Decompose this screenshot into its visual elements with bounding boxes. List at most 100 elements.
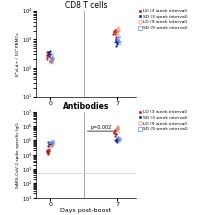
Point [48,143,51,146]
Point [51,53,54,56]
Point [115,140,118,144]
Point [46,148,49,152]
Point [113,33,116,36]
Point [118,139,121,142]
Point [115,38,118,41]
Point [113,28,116,32]
Point [114,138,117,142]
Point [116,39,120,42]
Point [114,38,117,42]
Point [49,55,52,58]
Point [112,29,116,32]
Point [113,131,116,134]
Point [47,52,50,55]
Point [115,31,118,35]
Point [50,144,53,147]
Point [114,44,117,48]
Text: p=0.002: p=0.002 [90,125,111,130]
Point [45,55,48,59]
Point [47,53,50,57]
Point [50,141,53,144]
Point [51,58,54,61]
Point [47,150,50,154]
Point [47,151,50,155]
Point [114,139,117,142]
Point [47,54,51,58]
Point [114,139,117,143]
Point [46,54,50,57]
Point [117,126,120,129]
Point [116,128,119,132]
Point [52,56,55,59]
Point [52,139,55,143]
X-axis label: Days post-boost: Days post-boost [60,208,112,213]
Point [114,30,117,33]
Point [117,130,121,134]
Point [50,58,53,62]
Legend: LD (3 week interval), SD (3 week interval), LD (9 week interval), SD (9 week int: LD (3 week interval), SD (3 week interva… [139,110,187,131]
Title: CD8 T cells: CD8 T cells [65,1,107,10]
Point [50,141,53,144]
Point [45,150,48,154]
Point [49,144,52,147]
Y-axis label: KᵇvLd+ / 10⁶ PBMCs: KᵇvLd+ / 10⁶ PBMCs [16,32,20,75]
Point [116,127,120,131]
Point [50,60,53,64]
Point [48,59,51,63]
Point [113,134,116,138]
Point [45,149,48,153]
Point [47,140,50,144]
Point [114,39,117,42]
Point [50,55,53,58]
Point [118,29,121,32]
Point [117,136,120,139]
Point [48,141,52,144]
Point [116,137,119,141]
Point [117,40,121,44]
Point [117,137,120,140]
Point [48,52,51,55]
Point [116,30,119,33]
Point [49,145,52,149]
Point [115,40,118,44]
Point [114,28,117,31]
Point [52,142,55,145]
Point [47,144,50,148]
Point [112,130,115,133]
Title: Antibodies: Antibodies [63,102,109,111]
Point [51,143,54,146]
Point [118,138,121,142]
Point [45,58,49,61]
Point [47,53,50,56]
Point [115,40,118,43]
Y-axis label: SARS-CoV-2 spike specific IgG: SARS-CoV-2 spike specific IgG [16,122,20,188]
Point [112,30,115,34]
Point [51,144,54,148]
Point [117,139,121,143]
Point [114,132,117,136]
Point [50,60,53,63]
Point [116,34,119,37]
Point [115,42,118,46]
Point [112,32,115,35]
Point [50,57,54,61]
Point [117,40,120,43]
Point [49,49,52,52]
Point [50,141,54,145]
Point [119,137,122,141]
Point [48,51,51,54]
Point [117,26,121,30]
Point [48,143,52,146]
Point [49,141,52,145]
Point [114,132,117,135]
Point [47,53,50,56]
Point [115,136,118,140]
Point [114,35,117,39]
Point [47,149,50,152]
Point [46,151,49,154]
Point [113,129,116,132]
Point [47,147,50,151]
Point [51,57,54,60]
Point [116,138,119,141]
Point [116,127,120,130]
